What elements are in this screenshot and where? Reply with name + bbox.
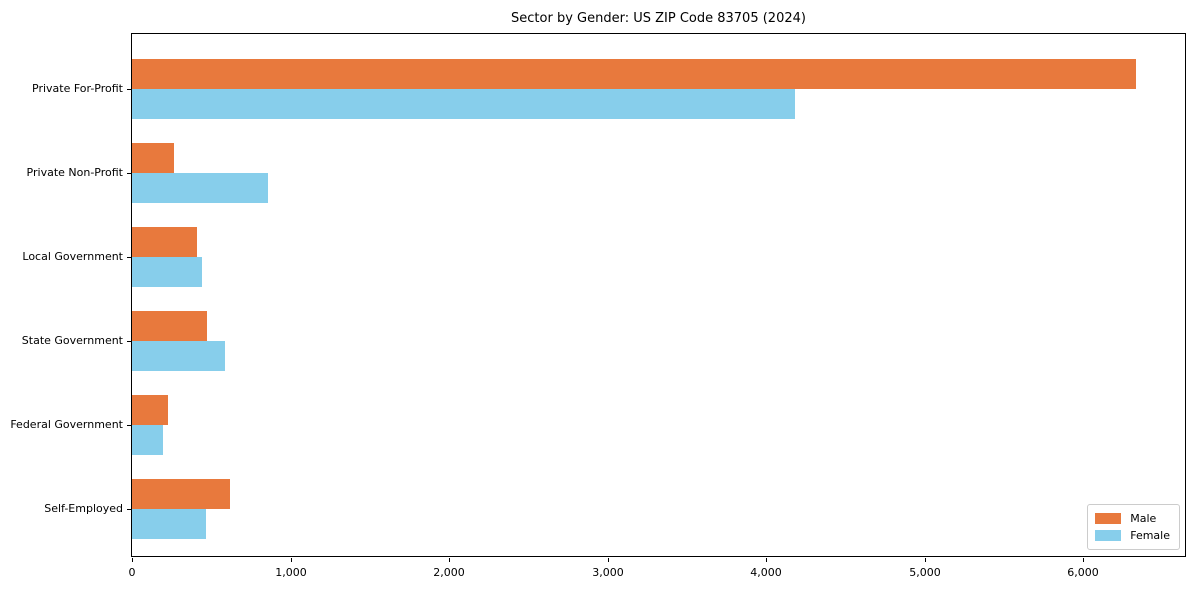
x-tick-label-4000: 4,000 <box>750 566 782 579</box>
x-tick-label-0: 0 <box>128 566 136 579</box>
bar-female-local-government <box>132 257 202 287</box>
x-tick-label-1000: 1,000 <box>275 566 307 579</box>
legend-item-male: Male <box>1095 510 1170 527</box>
legend-label-female: Female <box>1130 529 1170 542</box>
x-tick-5000 <box>925 558 926 562</box>
bar-male-private-non-profit <box>132 143 174 173</box>
y-tick-local-government <box>127 257 131 258</box>
x-tick-label-2000: 2,000 <box>433 566 465 579</box>
legend-swatch-male <box>1095 513 1122 524</box>
y-tick-label-local-government: Local Government <box>22 250 123 263</box>
x-tick-label-5000: 5,000 <box>909 566 941 579</box>
bar-male-private-for-profit <box>132 59 1136 89</box>
bar-female-self-employed <box>132 509 206 539</box>
x-tick-1000 <box>291 558 292 562</box>
legend: Male Female <box>1087 504 1180 550</box>
plot-area: Private For-Profit Private Non-Profit Loca… <box>10 33 1186 579</box>
y-tick-label-private-for-profit: Private For-Profit <box>32 82 123 95</box>
y-tick-label-state-government: State Government <box>21 334 123 347</box>
chart-title: Sector by Gender: US ZIP Code 83705 (202… <box>511 11 806 26</box>
x-tick-label-6000: 6,000 <box>1067 566 1099 579</box>
legend-label-male: Male <box>1130 512 1157 525</box>
bar-male-self-employed <box>132 479 230 509</box>
x-tick-6000 <box>1083 558 1084 562</box>
x-tick-label-3000: 3,000 <box>592 566 624 579</box>
y-tick-label-self-employed: Self-Employed <box>44 502 123 515</box>
x-tick-4000 <box>766 558 767 562</box>
y-tick-private-non-profit <box>127 173 131 174</box>
bar-female-state-government <box>132 341 225 371</box>
y-tick-self-employed <box>127 509 131 510</box>
y-tick-label-federal-government: Federal Government <box>10 418 123 431</box>
bar-male-federal-government <box>132 395 168 425</box>
bar-female-federal-government <box>132 425 163 455</box>
y-tick-label-private-non-profit: Private Non-Profit <box>26 166 123 179</box>
bar-female-private-for-profit <box>132 89 795 119</box>
y-tick-private-for-profit <box>127 89 131 90</box>
x-tick-0 <box>132 558 133 562</box>
bar-male-state-government <box>132 311 207 341</box>
legend-item-female: Female <box>1095 527 1170 544</box>
legend-swatch-female <box>1095 530 1122 541</box>
y-tick-federal-government <box>127 425 131 426</box>
bar-female-private-non-profit <box>132 173 268 203</box>
y-tick-state-government <box>127 341 131 342</box>
x-tick-3000 <box>608 558 609 562</box>
bar-male-local-government <box>132 227 197 257</box>
x-tick-2000 <box>449 558 450 562</box>
